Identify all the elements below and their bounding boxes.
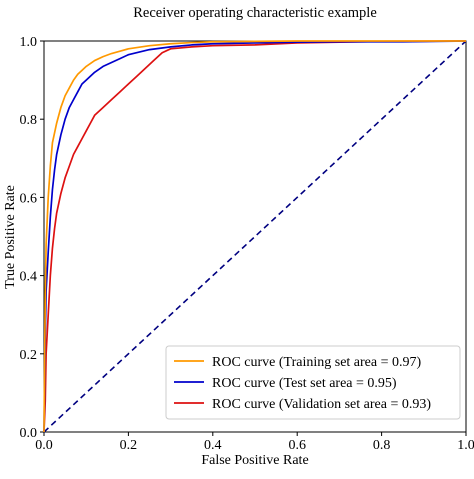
y-tick-label: 0.4	[20, 270, 38, 285]
x-tick-label: 0.2	[120, 438, 138, 453]
y-tick-label: 0.2	[20, 348, 38, 363]
x-tick-label: 0.6	[288, 438, 306, 453]
chart-title: Receiver operating characteristic exampl…	[133, 5, 377, 21]
legend-entry-label: ROC curve (Test set area = 0.95)	[212, 376, 397, 391]
y-tick-label: 0.0	[20, 426, 38, 441]
legend: ROC curve (Training set area = 0.97) ROC …	[166, 346, 460, 419]
x-tick-label: 1.0	[457, 438, 474, 453]
x-tick-label: 0.0	[35, 438, 53, 453]
legend-entry-label: ROC curve (Training set area = 0.97)	[212, 355, 422, 370]
y-tick-label: 0.6	[20, 191, 38, 206]
x-axis-label: False Positive Rate	[201, 453, 308, 468]
y-axis-label: True Positive Rate	[3, 185, 18, 289]
x-tick-label: 0.8	[373, 438, 391, 453]
legend-entry-label: ROC curve (Validation set area = 0.93)	[212, 397, 431, 412]
x-tick-label: 0.4	[204, 438, 222, 453]
y-tick-label: 0.8	[20, 113, 38, 128]
y-tick-label: 1.0	[20, 35, 38, 50]
